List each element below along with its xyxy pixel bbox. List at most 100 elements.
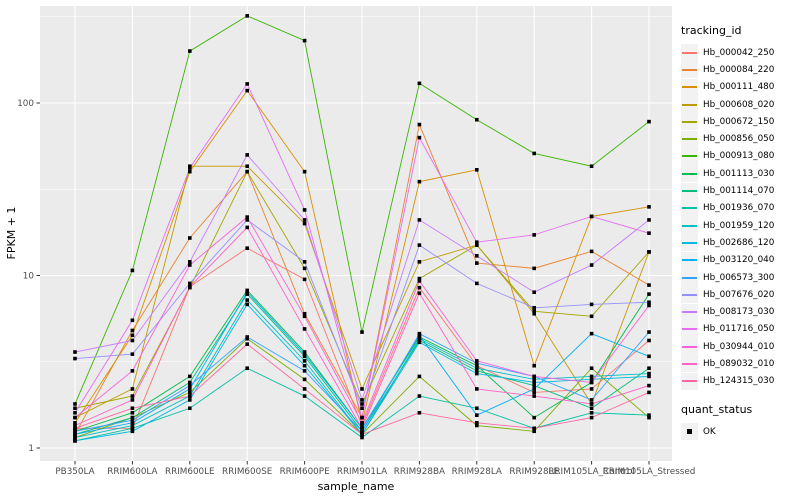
data-point <box>417 279 422 283</box>
data-point <box>302 221 307 226</box>
data-point <box>302 327 307 331</box>
legend-item-label: OK <box>703 426 716 437</box>
x-axis-tick-labels: PB350LA RRIM600LA RRIM600LE RRIM600SE RRIM60… <box>55 467 695 477</box>
data-point <box>130 420 135 425</box>
data-point <box>589 366 594 371</box>
legend-item: Hb_001959_120 <box>681 217 799 235</box>
data-point <box>647 330 651 334</box>
data-point <box>589 374 594 379</box>
data-point <box>589 164 594 169</box>
data-point <box>417 179 422 184</box>
data-point <box>73 426 77 431</box>
data-point <box>417 340 422 345</box>
data-point <box>130 426 135 431</box>
data-point <box>647 283 651 287</box>
legend-item-label: Hb_001113_030 <box>703 168 775 179</box>
data-point <box>130 369 135 373</box>
data-point <box>245 366 249 371</box>
data-point <box>302 266 307 271</box>
legend-item-label: Hb_001114_070 <box>703 186 775 197</box>
data-point <box>532 426 536 431</box>
data-point <box>73 423 77 428</box>
legend-item: Hb_007676_020 <box>681 286 799 304</box>
data-point <box>589 387 594 391</box>
legend-item: Hb_001113_030 <box>681 165 799 183</box>
data-point <box>475 240 479 244</box>
axis-ticks <box>36 102 650 465</box>
data-point <box>302 218 307 222</box>
data-point <box>417 260 422 264</box>
y-axis-tick-labels: 1 10 100 <box>17 99 34 454</box>
data-point <box>589 415 594 420</box>
data-point <box>188 49 192 53</box>
legend-items: Hb_000042_250 Hb_000084_220 Hb_000111_480 H… <box>681 44 799 390</box>
data-point <box>647 231 651 235</box>
data-point <box>532 305 536 310</box>
data-point <box>475 387 479 391</box>
data-point <box>589 380 594 385</box>
data-point <box>475 369 479 373</box>
data-point <box>417 276 422 281</box>
legend-item-label: Hb_089032_010 <box>703 358 775 369</box>
data-point <box>647 338 651 343</box>
legend-item: Hb_124315_030 <box>681 372 799 390</box>
x-tick-label: RRIM928LA <box>452 467 502 477</box>
data-point <box>245 82 249 86</box>
legend-line-swatch-icon <box>682 138 697 141</box>
data-point <box>360 402 364 406</box>
data-point <box>532 309 536 314</box>
data-point <box>360 429 364 434</box>
legend-key <box>681 182 698 200</box>
legend-item-label: Hb_000084_220 <box>703 64 775 75</box>
series-points <box>73 14 651 443</box>
x-tick-label: RRIM901LA <box>337 467 387 477</box>
legend-item: Hb_000913_080 <box>681 147 799 165</box>
y-tick-label: 100 <box>17 99 34 109</box>
data-point <box>188 236 192 240</box>
data-point <box>360 415 364 420</box>
legend-item-label: Hb_011716_050 <box>703 324 775 335</box>
legend-item-label: Hb_003120_040 <box>703 255 775 266</box>
data-point <box>130 352 135 356</box>
data-point <box>302 363 307 368</box>
data-point <box>647 371 651 376</box>
data-point <box>73 350 77 354</box>
data-point <box>245 302 249 307</box>
data-point <box>360 435 364 440</box>
data-point <box>360 406 364 411</box>
data-point <box>130 338 135 343</box>
data-point <box>647 390 651 395</box>
data-point <box>532 377 536 382</box>
data-point <box>475 167 479 172</box>
legend-key <box>681 338 698 356</box>
data-point <box>245 218 249 222</box>
data-point <box>130 333 135 338</box>
data-point <box>475 243 479 247</box>
legend-item: Hb_000084_220 <box>681 61 799 79</box>
legend-item: Hb_000672_150 <box>681 113 799 131</box>
data-point <box>589 377 594 382</box>
data-point <box>647 354 651 359</box>
data-point <box>647 218 651 222</box>
data-point <box>647 205 651 209</box>
data-point <box>130 406 135 411</box>
data-point <box>417 81 422 86</box>
legend-item: Hb_001936_070 <box>681 199 799 217</box>
data-point <box>130 318 135 323</box>
data-point <box>417 374 422 379</box>
data-point <box>245 215 249 219</box>
legend-item-label: Hb_001936_070 <box>703 203 775 214</box>
legend-item: Hb_089032_010 <box>681 355 799 373</box>
data-point <box>475 281 479 286</box>
legend-key <box>681 269 698 286</box>
data-point <box>130 398 135 402</box>
legend-line-swatch-icon <box>682 172 697 175</box>
data-point <box>589 410 594 415</box>
legend-item: Hb_001114_070 <box>681 182 799 200</box>
legend-item: Hb_030944_010 <box>681 338 799 356</box>
data-point <box>589 302 594 307</box>
data-point <box>532 151 536 156</box>
data-point <box>532 363 536 368</box>
legend-key <box>681 113 698 131</box>
legend-key <box>681 320 698 338</box>
